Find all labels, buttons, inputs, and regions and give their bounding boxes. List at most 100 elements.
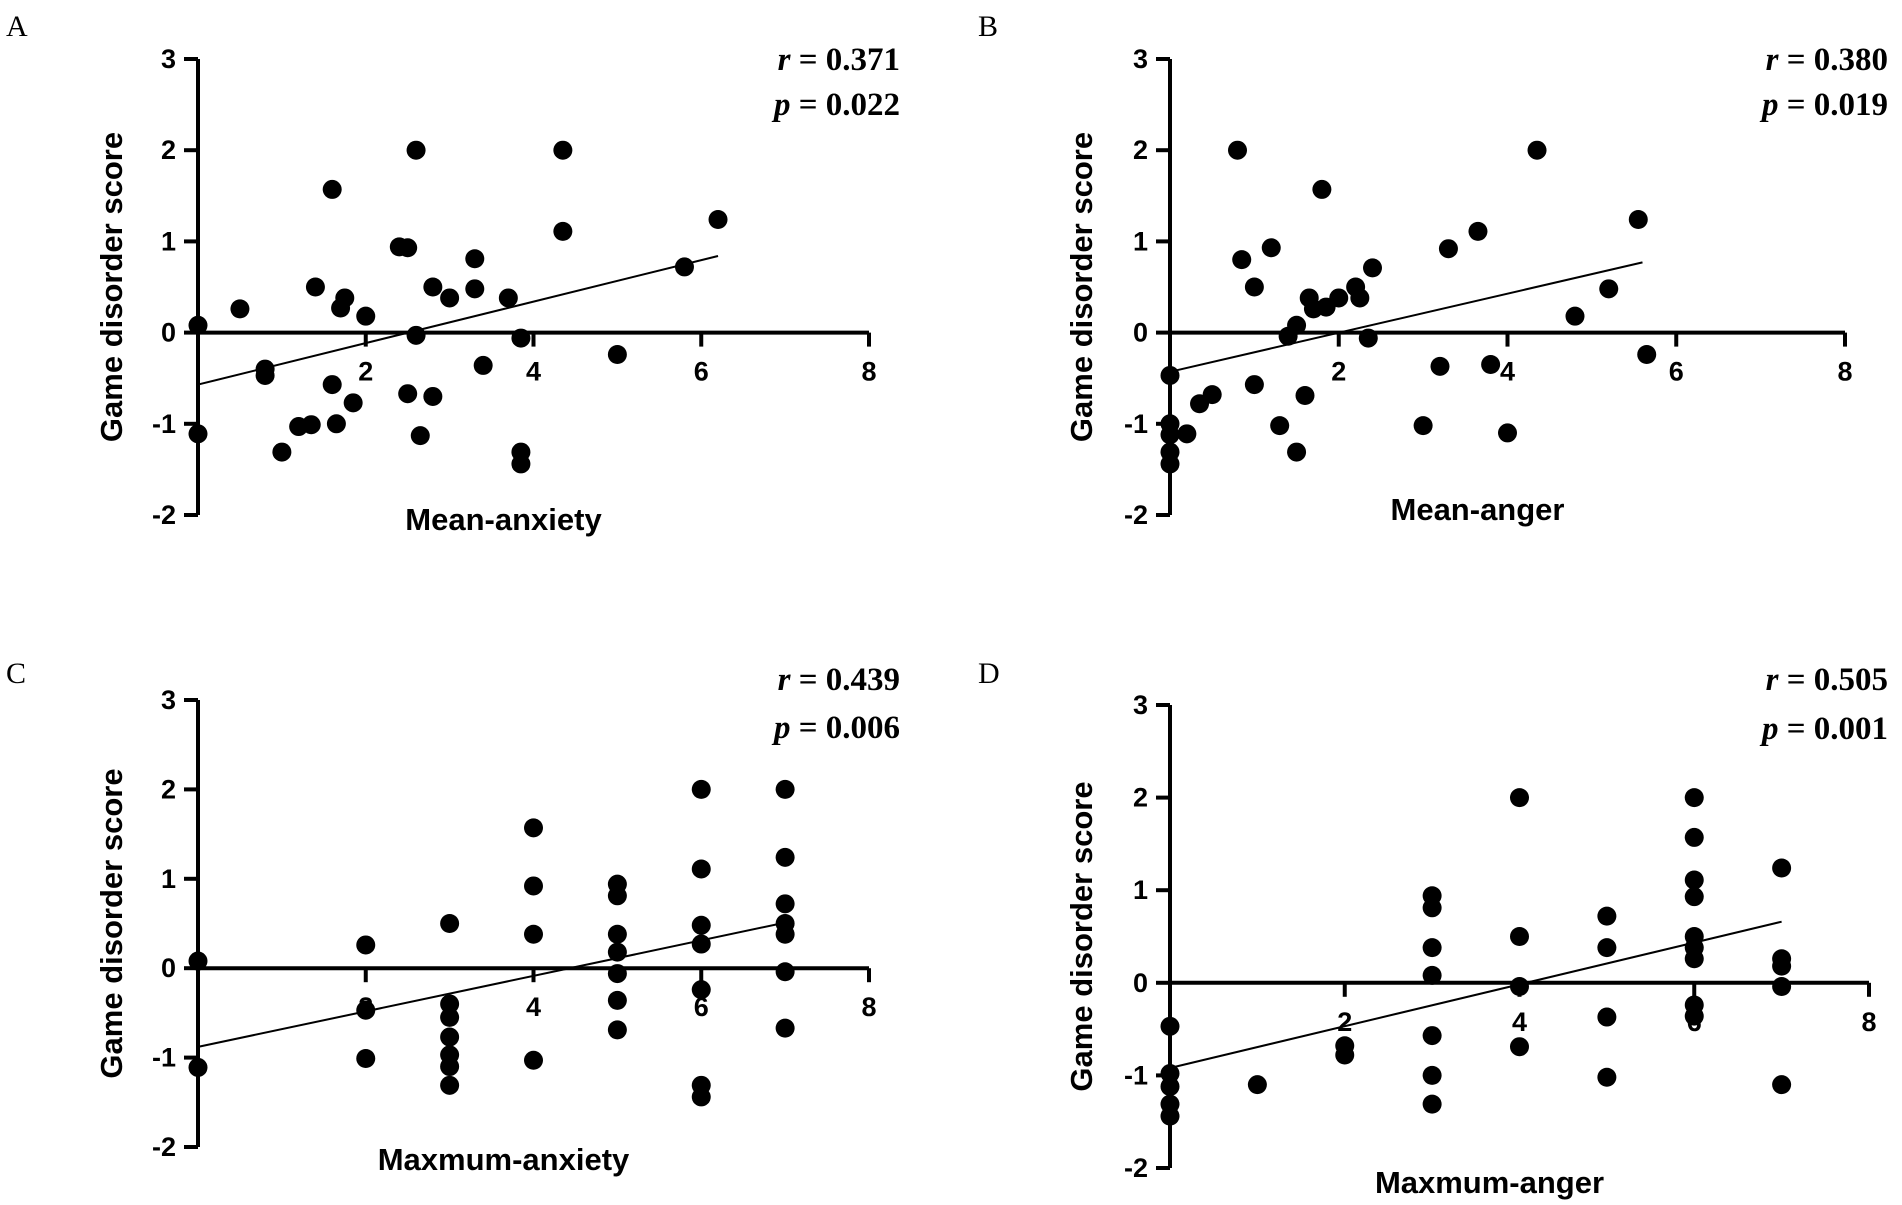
y-tick-label: -2 (152, 1132, 176, 1162)
data-point (406, 325, 426, 345)
data-point (440, 994, 460, 1014)
data-point (255, 365, 275, 385)
data-point (1177, 424, 1197, 444)
data-point (356, 1048, 376, 1068)
p-annotation: p = 0.006 (771, 710, 900, 746)
data-point (1597, 906, 1617, 926)
data-point (188, 1057, 208, 1077)
y-axis-title: Game disorder score (94, 132, 129, 442)
data-point (691, 779, 711, 799)
data-point (1247, 1075, 1267, 1095)
data-point (607, 886, 627, 906)
x-axis-title: Mean-anxiety (405, 502, 602, 537)
y-tick-label: 1 (161, 864, 176, 894)
data-point (524, 924, 543, 944)
data-point (356, 1000, 376, 1020)
x-tick-label: 4 (526, 357, 541, 387)
data-point (410, 426, 430, 446)
data-point (1228, 140, 1247, 160)
y-axis-title: Game disorder score (1064, 132, 1099, 442)
data-point (1160, 454, 1180, 474)
data-point (775, 894, 795, 914)
data-point (775, 847, 795, 867)
data-point (607, 344, 627, 364)
data-point (1684, 827, 1704, 847)
data-point (775, 1018, 795, 1038)
data-point (1422, 938, 1442, 958)
data-point (1481, 355, 1501, 375)
y-tick-label: 0 (1133, 968, 1148, 998)
y-tick-label: -1 (152, 1043, 176, 1073)
data-point (607, 964, 627, 984)
panel-letter: C (6, 657, 26, 690)
data-point (423, 386, 443, 406)
data-point (1510, 1037, 1529, 1057)
data-point (322, 179, 342, 199)
data-point (1422, 1094, 1442, 1114)
x-tick-label: 2 (1331, 357, 1346, 387)
data-point (1350, 288, 1370, 308)
y-tick-label: 1 (1133, 226, 1148, 256)
data-point (553, 140, 573, 160)
data-point (473, 355, 493, 375)
r-annotation: r = 0.380 (1766, 42, 1888, 78)
data-point (691, 915, 711, 935)
p-annotation: p = 0.022 (771, 87, 900, 123)
data-point (440, 288, 460, 308)
data-point (440, 1007, 460, 1027)
y-tick-label: 2 (161, 135, 176, 165)
data-point (356, 935, 376, 955)
x-tick-label: 8 (1861, 1007, 1876, 1037)
data-point (301, 415, 321, 435)
y-tick-label: 2 (161, 774, 176, 804)
data-point (1510, 927, 1529, 946)
data-point (1599, 279, 1619, 299)
regression-line (197, 921, 786, 1048)
y-tick-label: 1 (161, 226, 176, 256)
data-point (1684, 870, 1704, 890)
x-axis-title: Mean-anger (1391, 492, 1565, 527)
data-point (1422, 1065, 1442, 1085)
data-point (1244, 375, 1264, 395)
data-point (1628, 210, 1648, 230)
data-point (607, 924, 627, 944)
data-point (691, 1087, 711, 1107)
data-point (1498, 423, 1517, 443)
data-point (1684, 887, 1704, 907)
data-point (1232, 250, 1252, 270)
x-tick-label: 6 (1669, 357, 1684, 387)
data-point (398, 238, 418, 258)
data-point (607, 1020, 627, 1040)
data-point (335, 288, 355, 308)
y-tick-label: -1 (1124, 409, 1148, 439)
x-tick-label: 8 (1837, 357, 1852, 387)
data-point (440, 914, 460, 933)
x-tick-label: 4 (1500, 357, 1515, 387)
data-point (343, 393, 363, 413)
data-point (188, 424, 208, 444)
data-point (1637, 344, 1657, 364)
data-point (1684, 1006, 1704, 1026)
panel-b: B -2 -1 0 1 2 3 2 4 6 8 Mean-anger Game disorder sco… (978, 10, 1888, 530)
panel-letter: D (978, 657, 1000, 690)
r-annotation: r = 0.439 (778, 662, 900, 698)
data-point (1772, 858, 1792, 878)
x-tick-label: 8 (861, 357, 876, 387)
data-point (1287, 315, 1307, 335)
data-point (775, 924, 795, 944)
y-tick-label: -1 (152, 409, 176, 439)
x-axis-title: Maxmum-anger (1375, 1165, 1604, 1200)
data-point (1597, 1067, 1617, 1087)
p-annotation: p = 0.001 (1759, 711, 1888, 747)
data-point (1160, 365, 1180, 385)
r-annotation: r = 0.371 (778, 42, 900, 78)
data-point (1202, 385, 1222, 405)
data-point (1160, 1016, 1180, 1036)
data-point (305, 277, 325, 297)
x-tick-label: 6 (694, 357, 709, 387)
data-point (1438, 239, 1458, 259)
data-point (322, 375, 342, 395)
